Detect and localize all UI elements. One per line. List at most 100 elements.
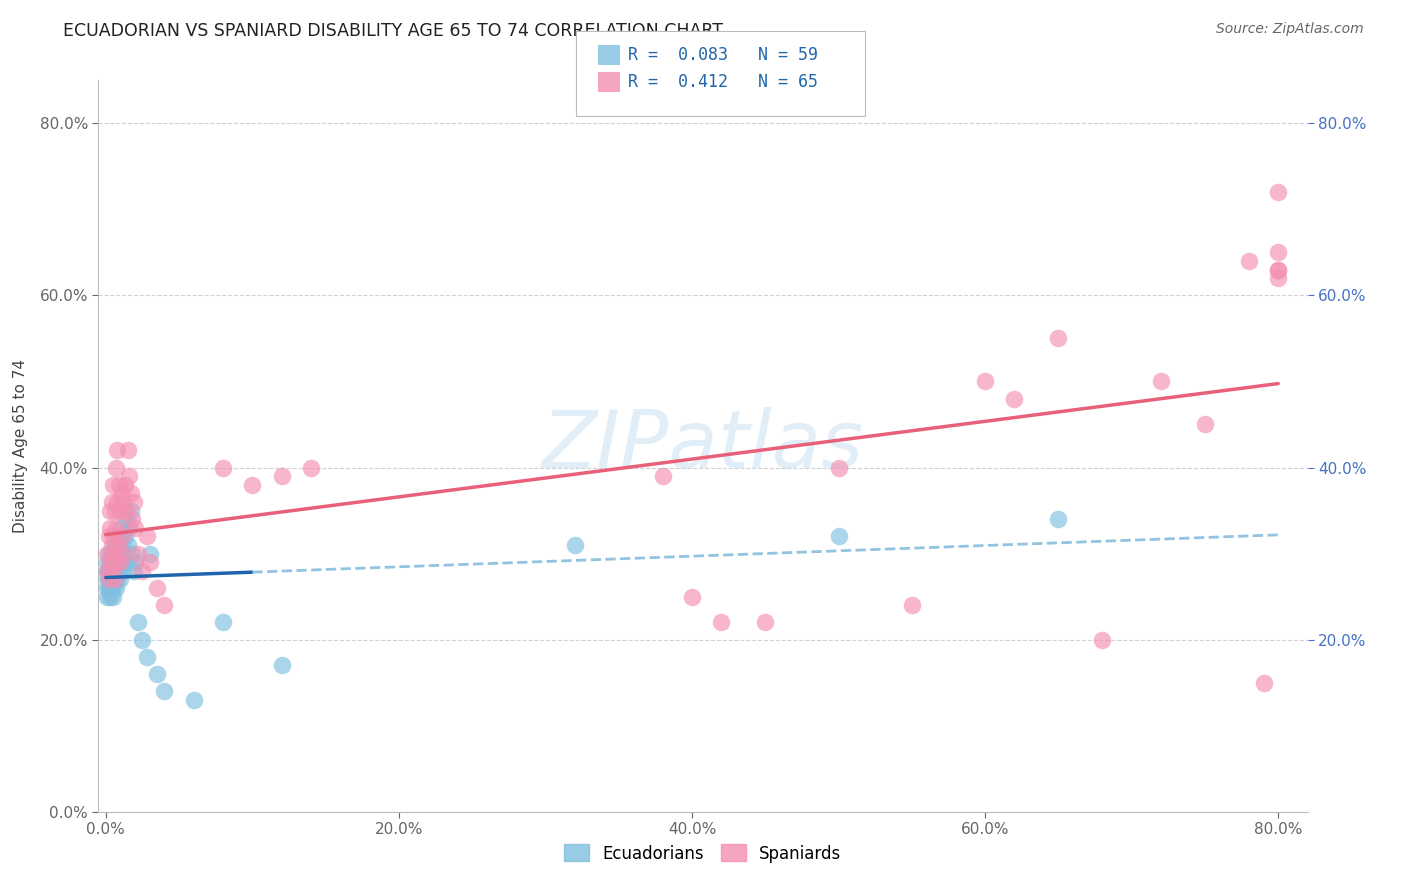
Point	[96, 547, 118, 561]
Point	[827, 460, 849, 475]
Point	[114, 555, 136, 569]
Point	[1253, 675, 1275, 690]
Point	[105, 564, 128, 578]
Point	[1267, 262, 1289, 277]
Point	[105, 460, 128, 475]
Point	[98, 555, 121, 569]
Point	[111, 521, 134, 535]
Point	[153, 598, 176, 612]
Point	[96, 573, 118, 587]
Point	[110, 555, 132, 569]
Point	[100, 573, 122, 587]
Point	[98, 581, 121, 595]
Point	[108, 538, 131, 552]
Point	[101, 573, 124, 587]
Point	[299, 460, 322, 475]
Point	[108, 477, 131, 491]
Point	[146, 581, 169, 595]
Point	[97, 573, 120, 587]
Point	[103, 555, 125, 569]
Point	[122, 564, 145, 578]
Point	[115, 503, 138, 517]
Point	[101, 529, 124, 543]
Point	[1047, 512, 1070, 526]
Point	[110, 573, 132, 587]
Point	[183, 693, 205, 707]
Point	[120, 486, 142, 500]
Point	[100, 495, 122, 509]
Point	[107, 495, 129, 509]
Point	[112, 495, 135, 509]
Point	[103, 573, 125, 587]
Point	[97, 547, 120, 561]
Point	[754, 615, 776, 630]
Point	[100, 564, 122, 578]
Point	[131, 632, 153, 647]
Point	[101, 477, 124, 491]
Point	[103, 503, 125, 517]
Point	[97, 529, 120, 543]
Text: Source: ZipAtlas.com: Source: ZipAtlas.com	[1216, 22, 1364, 37]
Point	[110, 555, 132, 569]
Point	[1150, 375, 1173, 389]
Point	[1194, 417, 1216, 432]
Point	[110, 529, 132, 543]
Point	[100, 564, 122, 578]
Point	[1091, 632, 1114, 647]
Point	[107, 573, 129, 587]
Point	[127, 615, 149, 630]
Point	[974, 375, 997, 389]
Point	[153, 684, 176, 698]
Point	[681, 590, 703, 604]
Point	[101, 547, 124, 561]
Point	[146, 667, 169, 681]
Point	[118, 469, 141, 483]
Y-axis label: Disability Age 65 to 74: Disability Age 65 to 74	[14, 359, 28, 533]
Point	[135, 529, 157, 543]
Point	[105, 521, 128, 535]
Point	[100, 547, 122, 561]
Point	[115, 512, 138, 526]
Point	[1267, 245, 1289, 260]
Point	[118, 521, 141, 535]
Point	[127, 547, 149, 561]
Point	[131, 564, 153, 578]
Point	[111, 486, 134, 500]
Point	[138, 555, 160, 569]
Point	[100, 538, 122, 552]
Point	[135, 649, 157, 664]
Point	[103, 573, 125, 587]
Text: ECUADORIAN VS SPANIARD DISABILITY AGE 65 TO 74 CORRELATION CHART: ECUADORIAN VS SPANIARD DISABILITY AGE 65…	[63, 22, 723, 40]
Point	[710, 615, 733, 630]
Point	[101, 564, 124, 578]
Point	[1004, 392, 1026, 406]
Point	[1237, 254, 1260, 268]
Text: ZIPatlas: ZIPatlas	[541, 407, 865, 485]
Point	[101, 590, 124, 604]
Point	[112, 564, 135, 578]
Text: R =  0.083   N = 59: R = 0.083 N = 59	[628, 46, 818, 64]
Point	[270, 658, 292, 673]
Point	[96, 590, 118, 604]
Point	[117, 538, 139, 552]
Point	[96, 555, 118, 569]
Point	[240, 477, 263, 491]
Point	[138, 547, 160, 561]
Point	[564, 538, 586, 552]
Point	[101, 581, 124, 595]
Point	[124, 555, 146, 569]
Point	[107, 443, 129, 458]
Point	[1267, 185, 1289, 199]
Point	[114, 477, 136, 491]
Point	[98, 521, 121, 535]
Point	[103, 538, 125, 552]
Point	[121, 547, 143, 561]
Point	[97, 581, 120, 595]
Point	[651, 469, 673, 483]
Point	[112, 547, 135, 561]
Point	[96, 564, 118, 578]
Point	[110, 503, 132, 517]
Point	[121, 512, 143, 526]
Point	[111, 529, 134, 543]
Point	[98, 573, 121, 587]
